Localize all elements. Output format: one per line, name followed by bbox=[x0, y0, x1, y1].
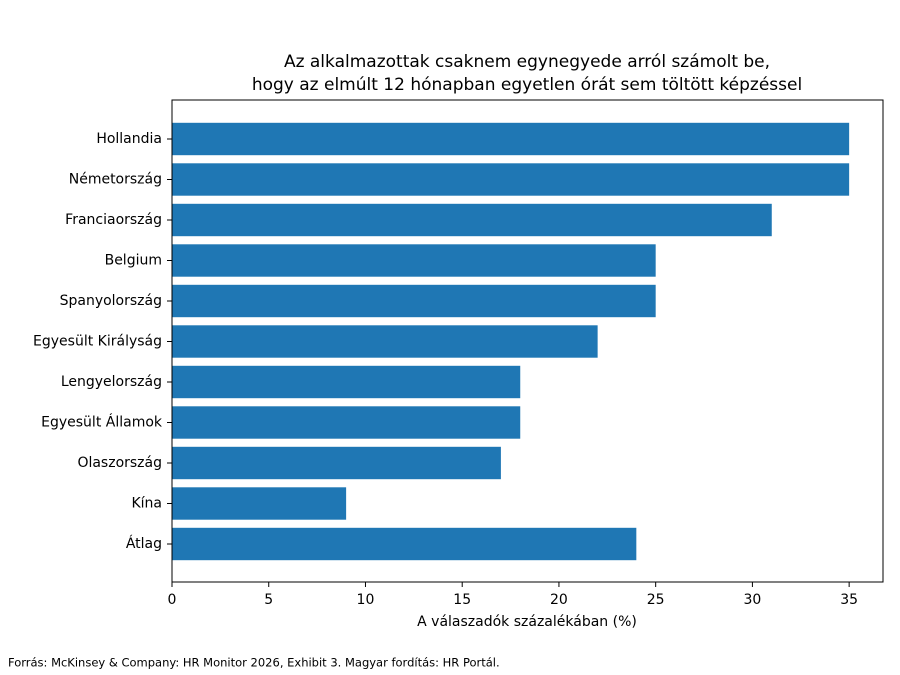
y-tick-label: Belgium bbox=[105, 253, 162, 269]
x-tick-label: 5 bbox=[264, 592, 273, 608]
bar bbox=[172, 365, 521, 399]
y-tick-label: Lengyelország bbox=[61, 374, 162, 390]
chart-title: Az alkalmazottak csaknem egynegyede arró… bbox=[284, 52, 770, 72]
x-tick-label: 15 bbox=[453, 592, 471, 608]
bar bbox=[172, 163, 850, 196]
bar bbox=[172, 203, 772, 237]
y-tick-label: Egyesült Királyság bbox=[33, 334, 162, 350]
y-tick-label: Németország bbox=[69, 172, 162, 188]
bar bbox=[172, 284, 656, 318]
y-tick-label: Kína bbox=[131, 496, 162, 512]
plot-frame bbox=[171, 99, 884, 583]
x-tick-label: 35 bbox=[840, 592, 858, 608]
x-tick-label: 25 bbox=[647, 592, 665, 608]
x-axis-label: A válaszadók százalékában (%) bbox=[417, 614, 637, 630]
y-tick-label: Átlag bbox=[126, 535, 162, 552]
bar bbox=[172, 406, 521, 439]
bar bbox=[172, 325, 598, 358]
x-tick-label: 0 bbox=[168, 592, 177, 608]
bar bbox=[172, 446, 501, 480]
y-tick-label: Hollandia bbox=[96, 131, 162, 147]
source-note: Forrás: McKinsey & Company: HR Monitor 2… bbox=[8, 656, 500, 670]
y-tick-label: Olaszország bbox=[77, 455, 162, 471]
x-tick-label: 30 bbox=[743, 592, 761, 608]
y-tick-label: Franciaország bbox=[65, 212, 162, 228]
bar bbox=[172, 527, 637, 561]
chart-title: hogy az elmúlt 12 hónapban egyetlen órát… bbox=[252, 75, 802, 95]
y-tick-label: Spanyolország bbox=[60, 293, 162, 309]
y-tick-label: Egyesült Államok bbox=[41, 414, 163, 431]
bar bbox=[172, 487, 347, 520]
x-tick-label: 20 bbox=[550, 592, 568, 608]
bar bbox=[172, 122, 850, 156]
bar bbox=[172, 244, 656, 277]
x-tick-label: 10 bbox=[357, 592, 375, 608]
